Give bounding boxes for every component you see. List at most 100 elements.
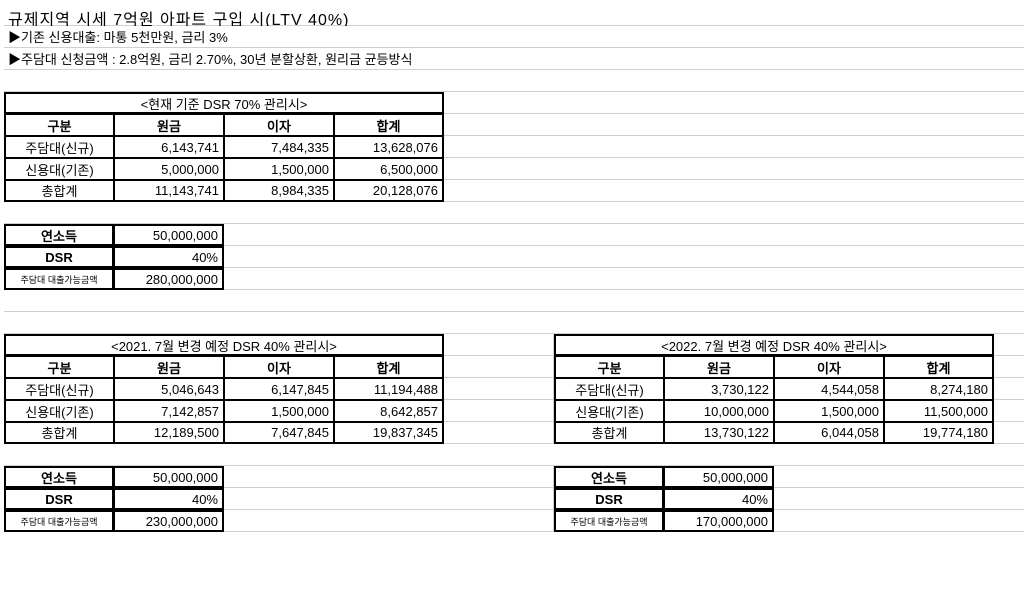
table2-r1-total: 8,642,857 — [334, 400, 444, 422]
gap — [444, 422, 554, 444]
table1-dsr-label: DSR — [4, 246, 114, 268]
table1-income-label: 연소득 — [4, 224, 114, 246]
table3-dsr-val: 40% — [664, 488, 774, 510]
table3-r1-total: 11,500,000 — [884, 400, 994, 422]
table1-r1-total: 6,500,000 — [334, 158, 444, 180]
gap — [444, 92, 1024, 114]
sub-line-2: ▶주담대 신청금액 : 2.8억원, 금리 2.70%, 30년 분할상환, 원… — [4, 48, 1024, 70]
gap — [444, 400, 554, 422]
table1-r2-total: 20,128,076 — [334, 180, 444, 202]
table3-title: <2022. 7월 변경 예정 DSR 40% 관리시> — [554, 334, 994, 356]
table3-r2-label: 총합계 — [554, 422, 664, 444]
table3-r0-total: 8,274,180 — [884, 378, 994, 400]
table3-r0-principal: 3,730,122 — [664, 378, 774, 400]
table2-header-category: 구분 — [4, 356, 114, 378]
gap — [224, 510, 554, 532]
gap — [444, 158, 1024, 180]
table1-r0-label: 주담대(신규) — [4, 136, 114, 158]
table2-r2-label: 총합계 — [4, 422, 114, 444]
gap — [224, 224, 1024, 246]
table2-r1-principal: 7,142,857 — [114, 400, 224, 422]
blank-row — [4, 202, 1024, 224]
table1-header-category: 구분 — [4, 114, 114, 136]
table3-header-category: 구분 — [554, 356, 664, 378]
table3-loan-val: 170,000,000 — [664, 510, 774, 532]
table2-r2-interest: 7,647,845 — [224, 422, 334, 444]
gap — [994, 422, 1024, 444]
table2-r0-interest: 6,147,845 — [224, 378, 334, 400]
table3-r1-label: 신용대(기존) — [554, 400, 664, 422]
gap — [224, 268, 1024, 290]
table2-income-val: 50,000,000 — [114, 466, 224, 488]
table2-header-principal: 원금 — [114, 356, 224, 378]
table1-loan-label: 주담대 대출가능금액 — [4, 268, 114, 290]
table1-r0-principal: 6,143,741 — [114, 136, 224, 158]
gap — [444, 136, 1024, 158]
table3-r2-total: 19,774,180 — [884, 422, 994, 444]
table2-dsr-label: DSR — [4, 488, 114, 510]
gap — [774, 510, 1024, 532]
table3-header-total: 합계 — [884, 356, 994, 378]
table3-income-label: 연소득 — [554, 466, 664, 488]
gap — [994, 400, 1024, 422]
table3-r2-interest: 6,044,058 — [774, 422, 884, 444]
blank-row — [4, 312, 1024, 334]
table2-r0-principal: 5,046,643 — [114, 378, 224, 400]
gap — [444, 356, 554, 378]
table3-dsr-label: DSR — [554, 488, 664, 510]
page-title: 규제지역 시세 7억원 아파트 구입 시(LTV 40%) — [4, 4, 1024, 26]
table1-header-interest: 이자 — [224, 114, 334, 136]
table2-r2-total: 19,837,345 — [334, 422, 444, 444]
blank-row — [4, 290, 1024, 312]
table2-title: <2021. 7월 변경 예정 DSR 40% 관리시> — [4, 334, 444, 356]
gap — [444, 180, 1024, 202]
gap — [224, 466, 554, 488]
table2-dsr-val: 40% — [114, 488, 224, 510]
gap — [774, 466, 1024, 488]
table1-r2-label: 총합계 — [4, 180, 114, 202]
table2-header-total: 합계 — [334, 356, 444, 378]
blank-row — [4, 70, 1024, 92]
gap — [224, 488, 554, 510]
blank-row — [4, 444, 1024, 466]
table2-loan-label: 주담대 대출가능금액 — [4, 510, 114, 532]
spreadsheet-grid: 규제지역 시세 7억원 아파트 구입 시(LTV 40%) ▶기존 신용대출: … — [4, 4, 1020, 532]
gap — [444, 114, 1024, 136]
table1-income-val: 50,000,000 — [114, 224, 224, 246]
table2-header-interest: 이자 — [224, 356, 334, 378]
table3-header-interest: 이자 — [774, 356, 884, 378]
table2-r1-interest: 1,500,000 — [224, 400, 334, 422]
table2-r0-total: 11,194,488 — [334, 378, 444, 400]
gap — [994, 378, 1024, 400]
gap — [224, 246, 1024, 268]
table1-dsr-val: 40% — [114, 246, 224, 268]
table1-header-total: 합계 — [334, 114, 444, 136]
table1-r2-principal: 11,143,741 — [114, 180, 224, 202]
table1-loan-val: 280,000,000 — [114, 268, 224, 290]
table2-r2-principal: 12,189,500 — [114, 422, 224, 444]
gap — [444, 378, 554, 400]
gap — [774, 488, 1024, 510]
table1-r1-principal: 5,000,000 — [114, 158, 224, 180]
table2-r1-label: 신용대(기존) — [4, 400, 114, 422]
table3-r1-principal: 10,000,000 — [664, 400, 774, 422]
table1-r2-interest: 8,984,335 — [224, 180, 334, 202]
table3-r1-interest: 1,500,000 — [774, 400, 884, 422]
table2-income-label: 연소득 — [4, 466, 114, 488]
table3-income-val: 50,000,000 — [664, 466, 774, 488]
gap — [994, 334, 1024, 356]
table2-loan-val: 230,000,000 — [114, 510, 224, 532]
table3-r0-label: 주담대(신규) — [554, 378, 664, 400]
table1-r0-total: 13,628,076 — [334, 136, 444, 158]
table1-r1-label: 신용대(기존) — [4, 158, 114, 180]
table1-r1-interest: 1,500,000 — [224, 158, 334, 180]
gap — [994, 356, 1024, 378]
table3-loan-label: 주담대 대출가능금액 — [554, 510, 664, 532]
table1-title: <현재 기준 DSR 70% 관리시> — [4, 92, 444, 114]
table1-r0-interest: 7,484,335 — [224, 136, 334, 158]
table3-r0-interest: 4,544,058 — [774, 378, 884, 400]
table1-header-principal: 원금 — [114, 114, 224, 136]
table3-header-principal: 원금 — [664, 356, 774, 378]
sub-line-1: ▶기존 신용대출: 마통 5천만원, 금리 3% — [4, 26, 1024, 48]
table3-r2-principal: 13,730,122 — [664, 422, 774, 444]
